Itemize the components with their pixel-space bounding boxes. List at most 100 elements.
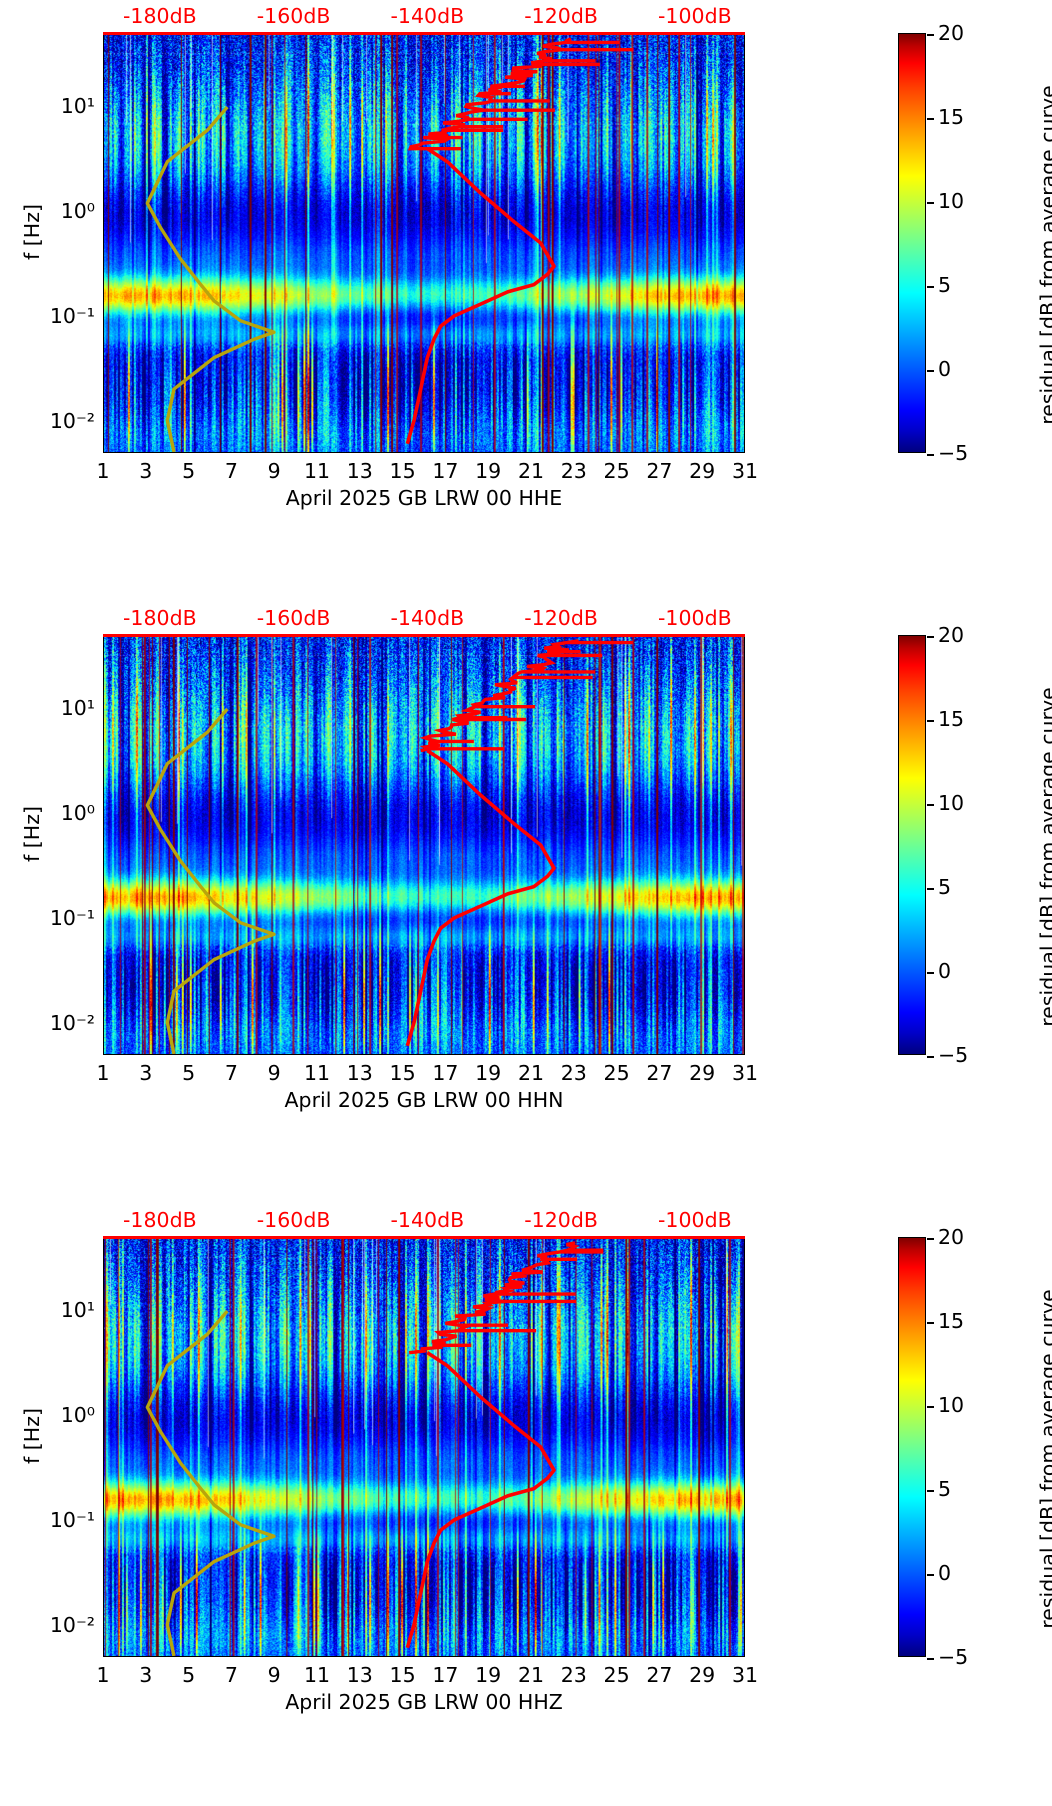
top-axis-spine bbox=[103, 32, 745, 35]
colorbar-hhz bbox=[898, 1237, 934, 1660]
y-axis-label: f [Hz] bbox=[20, 806, 44, 862]
y-axis-minor-tick bbox=[103, 341, 104, 343]
colorbar-tick-label: 20 bbox=[938, 21, 965, 45]
x-axis-tick-label: 19 bbox=[475, 459, 502, 483]
x-axis-tick-label: 11 bbox=[303, 1061, 331, 1085]
x-axis-tick-label: 29 bbox=[689, 459, 716, 483]
y-axis-tick-label: 10¹ bbox=[60, 1298, 95, 1323]
x-axis-tick-label: 13 bbox=[346, 1663, 373, 1687]
y-axis-minor-tick bbox=[103, 1427, 104, 1429]
top-axis-tick-label: -100dB bbox=[658, 4, 732, 28]
x-axis-minor-tick bbox=[168, 1054, 170, 1055]
y-axis-minor-tick bbox=[103, 726, 104, 728]
top-axis-tick-label: -180dB bbox=[123, 1208, 197, 1232]
x-axis-tick bbox=[147, 452, 149, 453]
x-axis-minor-tick bbox=[168, 1656, 170, 1657]
y-axis-minor-tick bbox=[103, 1248, 104, 1250]
red-psd-curve-hf bbox=[419, 639, 633, 753]
y-axis-minor-tick bbox=[103, 217, 104, 219]
x-axis-tick bbox=[618, 1054, 620, 1055]
colorbar-tick-label: 10 bbox=[938, 791, 965, 815]
x-axis-tick-label: 21 bbox=[517, 1061, 545, 1085]
x-axis-minor-tick bbox=[297, 1054, 299, 1055]
x-axis-minor-tick bbox=[297, 1656, 299, 1657]
y-axis-minor-tick bbox=[103, 733, 104, 735]
x-axis-minor-tick bbox=[511, 1054, 513, 1055]
x-axis-minor-tick bbox=[382, 1054, 384, 1055]
y-axis-minor-tick bbox=[103, 57, 104, 59]
y-axis-minor-tick bbox=[103, 267, 104, 269]
colorbar-tick-label: 5 bbox=[938, 875, 952, 899]
y-axis-tick bbox=[103, 107, 104, 109]
x-axis-tick-label: 5 bbox=[182, 1061, 196, 1085]
y-axis-minor-tick bbox=[103, 764, 104, 766]
y-axis-minor-tick bbox=[103, 961, 104, 963]
x-axis-tick-label: 3 bbox=[139, 1061, 153, 1085]
colorbar-tick-label: 5 bbox=[938, 1477, 952, 1501]
y-axis-minor-tick bbox=[103, 720, 104, 722]
colorbar-tick bbox=[927, 720, 934, 722]
y-axis-minor-tick bbox=[103, 328, 104, 330]
x-axis-tick-label: 7 bbox=[224, 1663, 238, 1687]
x-axis-tick bbox=[318, 1656, 320, 1657]
colorbar-tick-label: 20 bbox=[938, 1225, 965, 1249]
y-axis-minor-tick bbox=[103, 1328, 104, 1330]
y-axis-tick-label: 10¹ bbox=[60, 696, 95, 721]
colorbar-tick-label: 10 bbox=[938, 1393, 965, 1417]
y-axis-minor-tick bbox=[103, 974, 104, 976]
y-axis-minor-tick bbox=[103, 924, 104, 926]
x-axis-tick-label: 23 bbox=[560, 459, 587, 483]
x-axis-tick bbox=[660, 452, 662, 453]
y-axis-minor-tick bbox=[103, 349, 104, 351]
y-axis-minor-tick bbox=[103, 1563, 104, 1565]
top-axis-tick-label: -100dB bbox=[658, 606, 732, 630]
x-axis-minor-tick bbox=[211, 1054, 213, 1055]
x-axis-tick-label: 11 bbox=[303, 459, 331, 483]
overlay-curves-hhe bbox=[145, 37, 634, 452]
x-axis-tick-label: 5 bbox=[182, 1663, 196, 1687]
x-axis-minor-tick bbox=[553, 1054, 555, 1055]
colorbar-tick-label: 5 bbox=[938, 273, 952, 297]
x-axis-minor-tick bbox=[297, 452, 299, 453]
x-axis-tick-label: 23 bbox=[560, 1061, 587, 1085]
top-axis-tick-label: -140dB bbox=[390, 606, 465, 630]
y-axis-minor-tick bbox=[103, 1280, 104, 1282]
x-axis-tick-label: 3 bbox=[139, 459, 153, 483]
y-axis-minor-tick bbox=[103, 359, 104, 361]
red-psd-curve bbox=[405, 1351, 556, 1649]
colorbar-tick-label: −5 bbox=[938, 441, 969, 465]
x-axis-minor-tick bbox=[468, 452, 470, 453]
y-axis-minor-tick bbox=[103, 741, 104, 743]
y-axis-tick bbox=[103, 1311, 104, 1313]
y-axis-minor-tick bbox=[103, 118, 104, 120]
x-axis-tick bbox=[104, 452, 106, 453]
x-axis-minor-tick bbox=[596, 1656, 598, 1657]
x-axis-tick bbox=[618, 452, 620, 453]
y-axis-minor-tick bbox=[103, 1041, 104, 1043]
y-axis-minor-tick bbox=[103, 678, 104, 680]
y-axis-minor-tick bbox=[103, 124, 104, 126]
top-axis-tick-label: -180dB bbox=[123, 606, 197, 630]
colorbar-tick-label: 15 bbox=[938, 1309, 965, 1333]
y-axis-minor-tick bbox=[103, 1029, 104, 1031]
y-axis-minor-tick bbox=[103, 162, 104, 164]
y-axis-minor-tick bbox=[103, 1433, 104, 1435]
x-axis-tick-label: 29 bbox=[689, 1663, 716, 1687]
spectrogram-image-hhe bbox=[104, 34, 744, 452]
colorbar-tick-label: −5 bbox=[938, 1645, 969, 1669]
x-axis-label-hhn: April 2025 GB LRW 00 HHN bbox=[284, 1088, 564, 1112]
y-axis-minor-tick bbox=[103, 229, 104, 231]
x-axis-minor-tick bbox=[339, 452, 341, 453]
x-axis-tick-label: 27 bbox=[646, 1663, 673, 1687]
top-axis-tick-label: -100dB bbox=[658, 1208, 732, 1232]
y-axis-minor-tick bbox=[103, 244, 104, 246]
y-axis-minor-tick bbox=[103, 181, 104, 183]
x-axis-tick-label: 9 bbox=[267, 1663, 281, 1687]
y-axis-minor-tick bbox=[103, 856, 104, 858]
overlay-curves-hhz bbox=[145, 1241, 604, 1656]
y-tick-labels: 10¹ 10⁰ 10⁻¹ 10⁻² bbox=[0, 33, 95, 453]
y-axis-minor-tick bbox=[103, 149, 104, 151]
y-axis-tick bbox=[103, 422, 104, 424]
x-axis-tick bbox=[446, 1656, 448, 1657]
